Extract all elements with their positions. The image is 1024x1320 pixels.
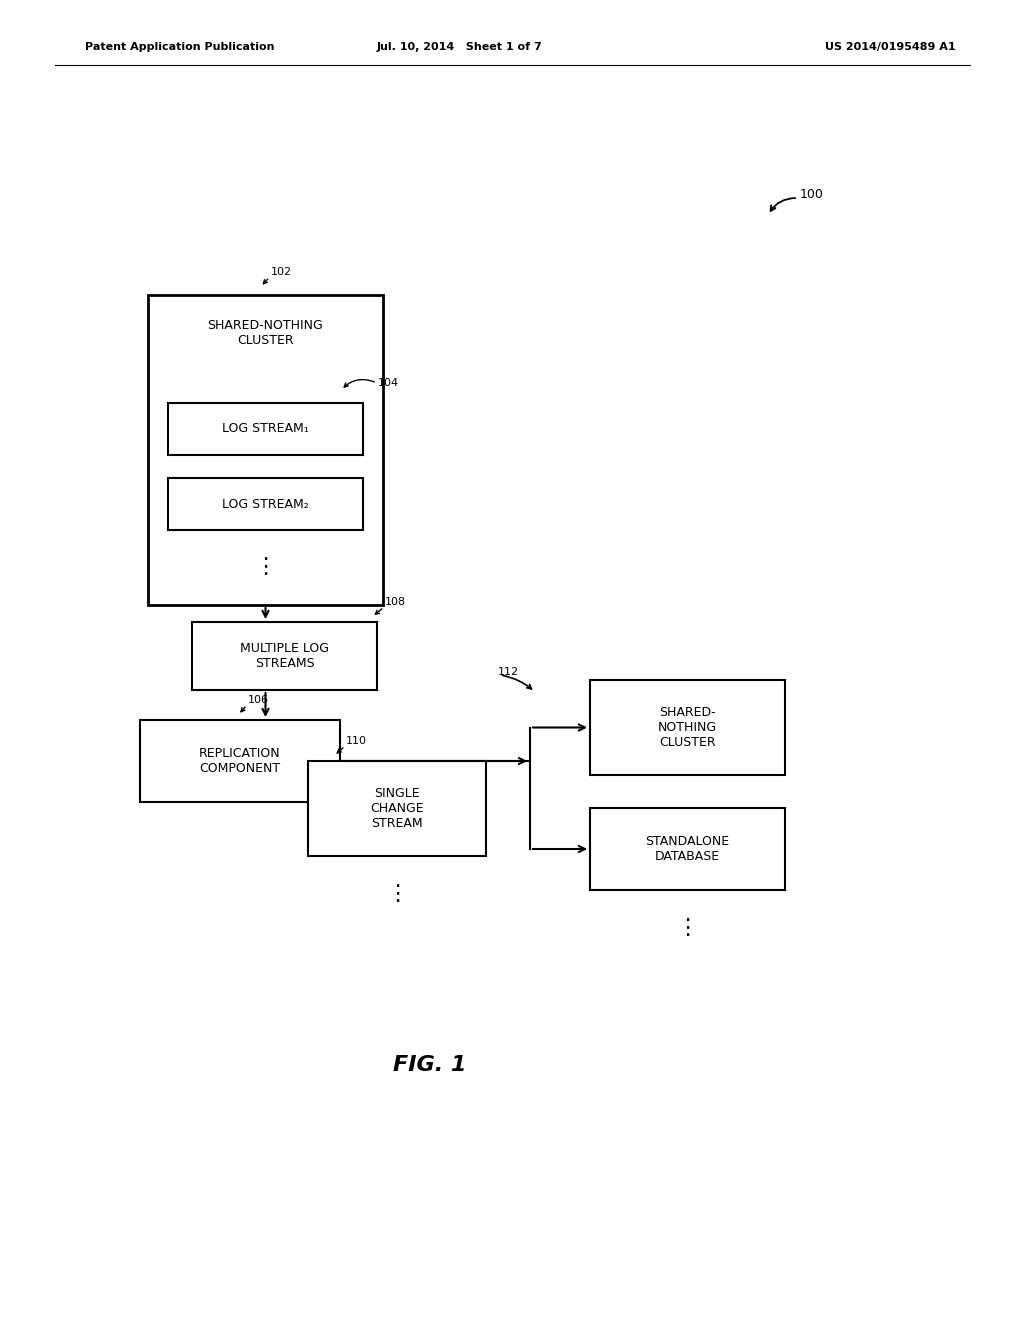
- Text: SHARED-
NOTHING
CLUSTER: SHARED- NOTHING CLUSTER: [658, 706, 717, 748]
- Text: SHARED-NOTHING
CLUSTER: SHARED-NOTHING CLUSTER: [208, 319, 324, 347]
- Text: 106: 106: [248, 696, 269, 705]
- Text: 108: 108: [385, 597, 407, 607]
- Text: REPLICATION
COMPONENT: REPLICATION COMPONENT: [200, 747, 281, 775]
- Text: SINGLE
CHANGE
STREAM: SINGLE CHANGE STREAM: [371, 787, 424, 830]
- Text: LOG STREAM₂: LOG STREAM₂: [222, 498, 309, 511]
- Text: Jul. 10, 2014   Sheet 1 of 7: Jul. 10, 2014 Sheet 1 of 7: [377, 42, 543, 51]
- Text: STANDALONE
DATABASE: STANDALONE DATABASE: [645, 836, 729, 863]
- Text: FIG. 1: FIG. 1: [393, 1055, 467, 1074]
- Text: 100: 100: [800, 189, 824, 202]
- Text: 110: 110: [346, 737, 367, 746]
- Bar: [168, 403, 362, 455]
- Bar: [148, 294, 383, 605]
- Text: MULTIPLE LOG
STREAMS: MULTIPLE LOG STREAMS: [240, 642, 329, 671]
- Text: Patent Application Publication: Patent Application Publication: [85, 42, 274, 51]
- Text: US 2014/0195489 A1: US 2014/0195489 A1: [824, 42, 955, 51]
- Text: 102: 102: [270, 267, 292, 277]
- Text: 112: 112: [498, 667, 519, 677]
- Bar: [193, 622, 377, 690]
- Bar: [590, 680, 785, 775]
- Text: ⋮: ⋮: [386, 884, 409, 904]
- Text: ⋮: ⋮: [254, 557, 276, 577]
- Bar: [140, 719, 340, 803]
- Text: ⋮: ⋮: [677, 917, 698, 939]
- Text: 104: 104: [378, 378, 399, 388]
- Bar: [308, 762, 486, 855]
- Bar: [590, 808, 785, 890]
- Bar: [168, 478, 362, 531]
- Text: LOG STREAM₁: LOG STREAM₁: [222, 422, 309, 436]
